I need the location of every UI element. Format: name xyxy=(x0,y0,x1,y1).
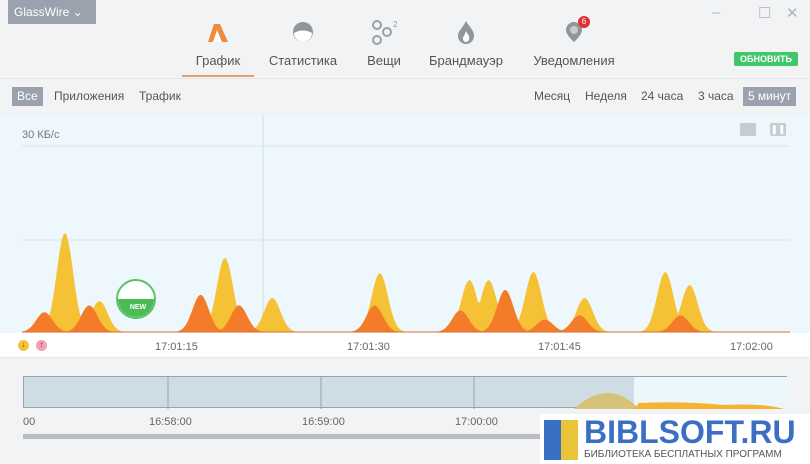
tab-label: Статистика xyxy=(268,53,338,68)
overview-tick: 00 xyxy=(23,416,36,428)
active-tab-underline xyxy=(182,75,254,77)
range-3h[interactable]: 3 часа xyxy=(698,89,734,103)
watermark-logo: BIBLSOFT.RU БИБЛИОТЕКА БЕСПЛАТНЫХ ПРОГРА… xyxy=(540,414,810,464)
tab-firewall[interactable]: Брандмауэр xyxy=(416,18,516,68)
overview-tick: 16:59:00 xyxy=(302,416,345,428)
graph-icon xyxy=(168,18,268,46)
tab-label: Уведомления xyxy=(533,53,615,68)
tab-graph[interactable]: График xyxy=(168,18,268,68)
tab-stats[interactable]: Статистика xyxy=(253,18,353,68)
flame-icon xyxy=(416,18,516,46)
overview-tick: 17:00:00 xyxy=(455,416,498,428)
range-5min[interactable]: 5 минут xyxy=(743,87,797,106)
close-button[interactable]: ✕ xyxy=(786,5,799,22)
tab-things[interactable]: 2 Вещи xyxy=(334,18,434,68)
x-tick: 17:01:15 xyxy=(155,341,198,353)
upload-area xyxy=(22,290,790,332)
app-marker[interactable]: NEW xyxy=(116,279,156,319)
overview-tick: 16:58:00 xyxy=(149,416,192,428)
tab-alerts[interactable]: 6 Уведомления xyxy=(524,16,624,68)
y-scale-label: 30 КБ/с xyxy=(22,129,60,141)
time-axis xyxy=(0,333,810,358)
upload-legend-icon: ↑ xyxy=(36,340,47,351)
filter-all[interactable]: Все xyxy=(12,87,43,106)
timeline-scrollbar[interactable] xyxy=(23,434,787,439)
tab-label: График xyxy=(195,53,241,68)
new-app-label: NEW xyxy=(118,299,154,317)
pause-icon[interactable]: ❚❚ xyxy=(770,123,786,136)
svg-text:2: 2 xyxy=(393,20,398,29)
alerts-icon: 6 xyxy=(524,16,624,46)
range-month[interactable]: Месяц xyxy=(534,89,571,103)
traffic-graph[interactable]: 30 КБ/с ❚❚ NEW xyxy=(0,115,810,333)
x-tick: 17:01:30 xyxy=(347,341,390,353)
things-icon: 2 xyxy=(334,18,434,46)
alerts-badge: 6 xyxy=(578,16,590,28)
maximize-button[interactable]: ☐ xyxy=(758,5,772,22)
filter-traffic[interactable]: Трафик xyxy=(139,89,181,103)
app-title: GlassWire xyxy=(14,5,70,19)
overview-timeline[interactable] xyxy=(23,376,788,409)
x-tick: 17:01:45 xyxy=(538,341,581,353)
app-menu-button[interactable]: GlassWire ⌄ xyxy=(8,0,96,24)
filter-bar xyxy=(0,78,810,115)
tab-label: Вещи xyxy=(367,53,401,68)
range-24h[interactable]: 24 часа xyxy=(641,89,684,103)
tab-label: Брандмауэр xyxy=(429,53,503,68)
stats-icon xyxy=(253,18,353,46)
download-legend-icon: ↓ xyxy=(18,340,29,351)
download-area xyxy=(22,233,790,332)
camera-icon[interactable] xyxy=(740,123,756,136)
update-button[interactable]: ОБНОВИТЬ xyxy=(734,52,798,66)
range-week[interactable]: Неделя xyxy=(585,89,627,103)
filter-apps[interactable]: Приложения xyxy=(54,89,125,103)
x-tick: 17:02:00 xyxy=(730,341,773,353)
minimize-button[interactable]: – xyxy=(712,4,721,21)
